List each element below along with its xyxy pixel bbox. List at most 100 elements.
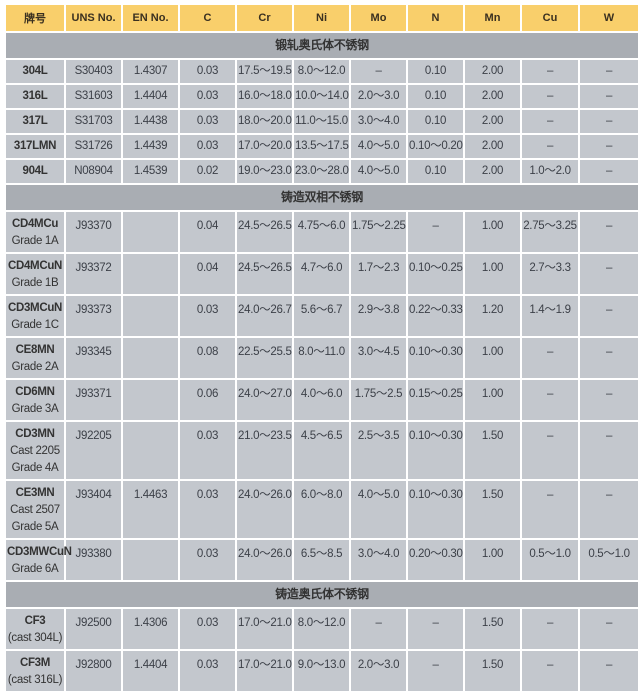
value-cell: 1.0～2.0	[522, 160, 578, 183]
section-title: 铸造奥氏体不锈钢	[6, 582, 638, 607]
value-cell: 0.03	[180, 85, 235, 108]
column-header: EN No.	[123, 5, 178, 31]
value-cell: 0.06	[180, 380, 235, 420]
grade-name: CF3M	[19, 657, 51, 669]
column-header: Mo	[351, 5, 406, 31]
value-cell: 0.03	[180, 110, 235, 133]
value-cell: 1.4404	[123, 651, 178, 691]
value-cell	[123, 338, 178, 378]
value-cell: 2.00	[465, 60, 520, 83]
value-cell: S30403	[66, 60, 121, 83]
table-row: CD3MCuN Grade 1C J93373 0.03 24.0～26.7 5.6～6.…	[6, 296, 638, 336]
value-cell: 0.10	[408, 160, 463, 183]
column-header: Ni	[294, 5, 349, 31]
grade-name: CF3	[24, 615, 46, 627]
grade-name: CE3MN	[15, 487, 55, 499]
value-cell: 2.00	[465, 160, 520, 183]
table-row: CF3 (cast 304L) J92500 1.4306 0.03 17.0～21.0 8…	[6, 609, 638, 649]
value-cell: 4.0～5.0	[351, 481, 406, 538]
grade-alias: Cast 2205	[10, 445, 60, 457]
value-cell: –	[351, 60, 406, 83]
grade-cell: CF3M (cast 316L)	[6, 651, 64, 691]
value-cell: 0.10	[408, 60, 463, 83]
grade-name: 904L	[22, 165, 48, 177]
value-cell: J92500	[66, 609, 121, 649]
value-cell: 2.7～3.3	[522, 254, 578, 294]
grade-alias: Grade 5A	[11, 521, 59, 533]
grade-name: CD3MN	[15, 428, 55, 440]
table-row: CD4MCuN Grade 1B J93372 0.04 24.5～26.5 4.7～6.…	[6, 254, 638, 294]
value-cell: 0.10	[408, 85, 463, 108]
value-cell: –	[522, 338, 578, 378]
value-cell: 19.0～23.0	[237, 160, 292, 183]
value-cell: J93404	[66, 481, 121, 538]
value-cell: 17.0～20.0	[237, 135, 292, 158]
value-cell: 1.00	[465, 338, 520, 378]
grade-cell: 904L	[6, 160, 64, 183]
grade-cell: CD3MN Cast 2205 Grade 4A	[6, 422, 64, 479]
value-cell: 23.0～28.0	[294, 160, 349, 183]
value-cell: –	[580, 135, 638, 158]
table-row: CD4MCu Grade 1A J93370 0.04 24.5～26.5 4.75～6.…	[6, 212, 638, 252]
value-cell: 0.10～0.30	[408, 338, 463, 378]
value-cell: 0.03	[180, 60, 235, 83]
section-row: 铸造奥氏体不锈钢	[6, 582, 638, 607]
value-cell: 0.5～1.0	[580, 540, 638, 580]
value-cell: 16.0～18.0	[237, 85, 292, 108]
value-cell: 0.10～0.25	[408, 254, 463, 294]
value-cell: –	[522, 481, 578, 538]
value-cell: 1.00	[465, 212, 520, 252]
value-cell: 22.5～25.5	[237, 338, 292, 378]
value-cell: –	[408, 609, 463, 649]
grade-cell: 304L	[6, 60, 64, 83]
grade-alias: Cast 2507	[10, 504, 60, 516]
value-cell	[123, 212, 178, 252]
column-header: Mn	[465, 5, 520, 31]
value-cell: 2.00	[465, 110, 520, 133]
value-cell: –	[580, 60, 638, 83]
value-cell	[123, 540, 178, 580]
value-cell: 0.03	[180, 296, 235, 336]
value-cell: 1.4404	[123, 85, 178, 108]
value-cell: 0.10～0.30	[408, 422, 463, 479]
value-cell: –	[522, 135, 578, 158]
grade-alias: Grade 6A	[11, 563, 59, 575]
value-cell: 0.04	[180, 212, 235, 252]
value-cell: –	[580, 338, 638, 378]
value-cell: S31726	[66, 135, 121, 158]
value-cell: 2.75～3.25	[522, 212, 578, 252]
value-cell: –	[351, 609, 406, 649]
value-cell: 0.10～0.20	[408, 135, 463, 158]
section-title: 铸造双相不锈钢	[6, 185, 638, 210]
value-cell: J92800	[66, 651, 121, 691]
value-cell: 4.0～5.0	[351, 135, 406, 158]
value-cell: 2.00	[465, 85, 520, 108]
value-cell: –	[580, 254, 638, 294]
grade-name: CE8MN	[15, 344, 55, 356]
table-row: 316L S31603 1.4404 0.03 16.0～18.0 10.0～14.0 2.…	[6, 85, 638, 108]
value-cell: 1.75～2.25	[351, 212, 406, 252]
grade-name: CD4MCuN	[7, 260, 63, 272]
column-header: Cu	[522, 5, 578, 31]
grade-cell: CD4MCuN Grade 1B	[6, 254, 64, 294]
value-cell: –	[522, 422, 578, 479]
grade-cell: CD6MN Grade 3A	[6, 380, 64, 420]
grade-cell: CD4MCu Grade 1A	[6, 212, 64, 252]
grade-name: CD3MWCuN	[7, 546, 72, 558]
value-cell: –	[580, 651, 638, 691]
value-cell: 1.4438	[123, 110, 178, 133]
value-cell: J93380	[66, 540, 121, 580]
grade-name: CD4MCu	[11, 218, 59, 230]
value-cell: 6.5～8.5	[294, 540, 349, 580]
value-cell: 11.0～15.0	[294, 110, 349, 133]
grade-cell: CD3MCuN Grade 1C	[6, 296, 64, 336]
value-cell: 24.0～26.0	[237, 481, 292, 538]
grade-alias: Grade 4A	[11, 462, 59, 474]
value-cell: J92205	[66, 422, 121, 479]
grade-cell: 317L	[6, 110, 64, 133]
value-cell: –	[522, 380, 578, 420]
value-cell: 18.0～20.0	[237, 110, 292, 133]
value-cell: 17.5～19.5	[237, 60, 292, 83]
value-cell: –	[522, 85, 578, 108]
value-cell: 2.00	[465, 135, 520, 158]
